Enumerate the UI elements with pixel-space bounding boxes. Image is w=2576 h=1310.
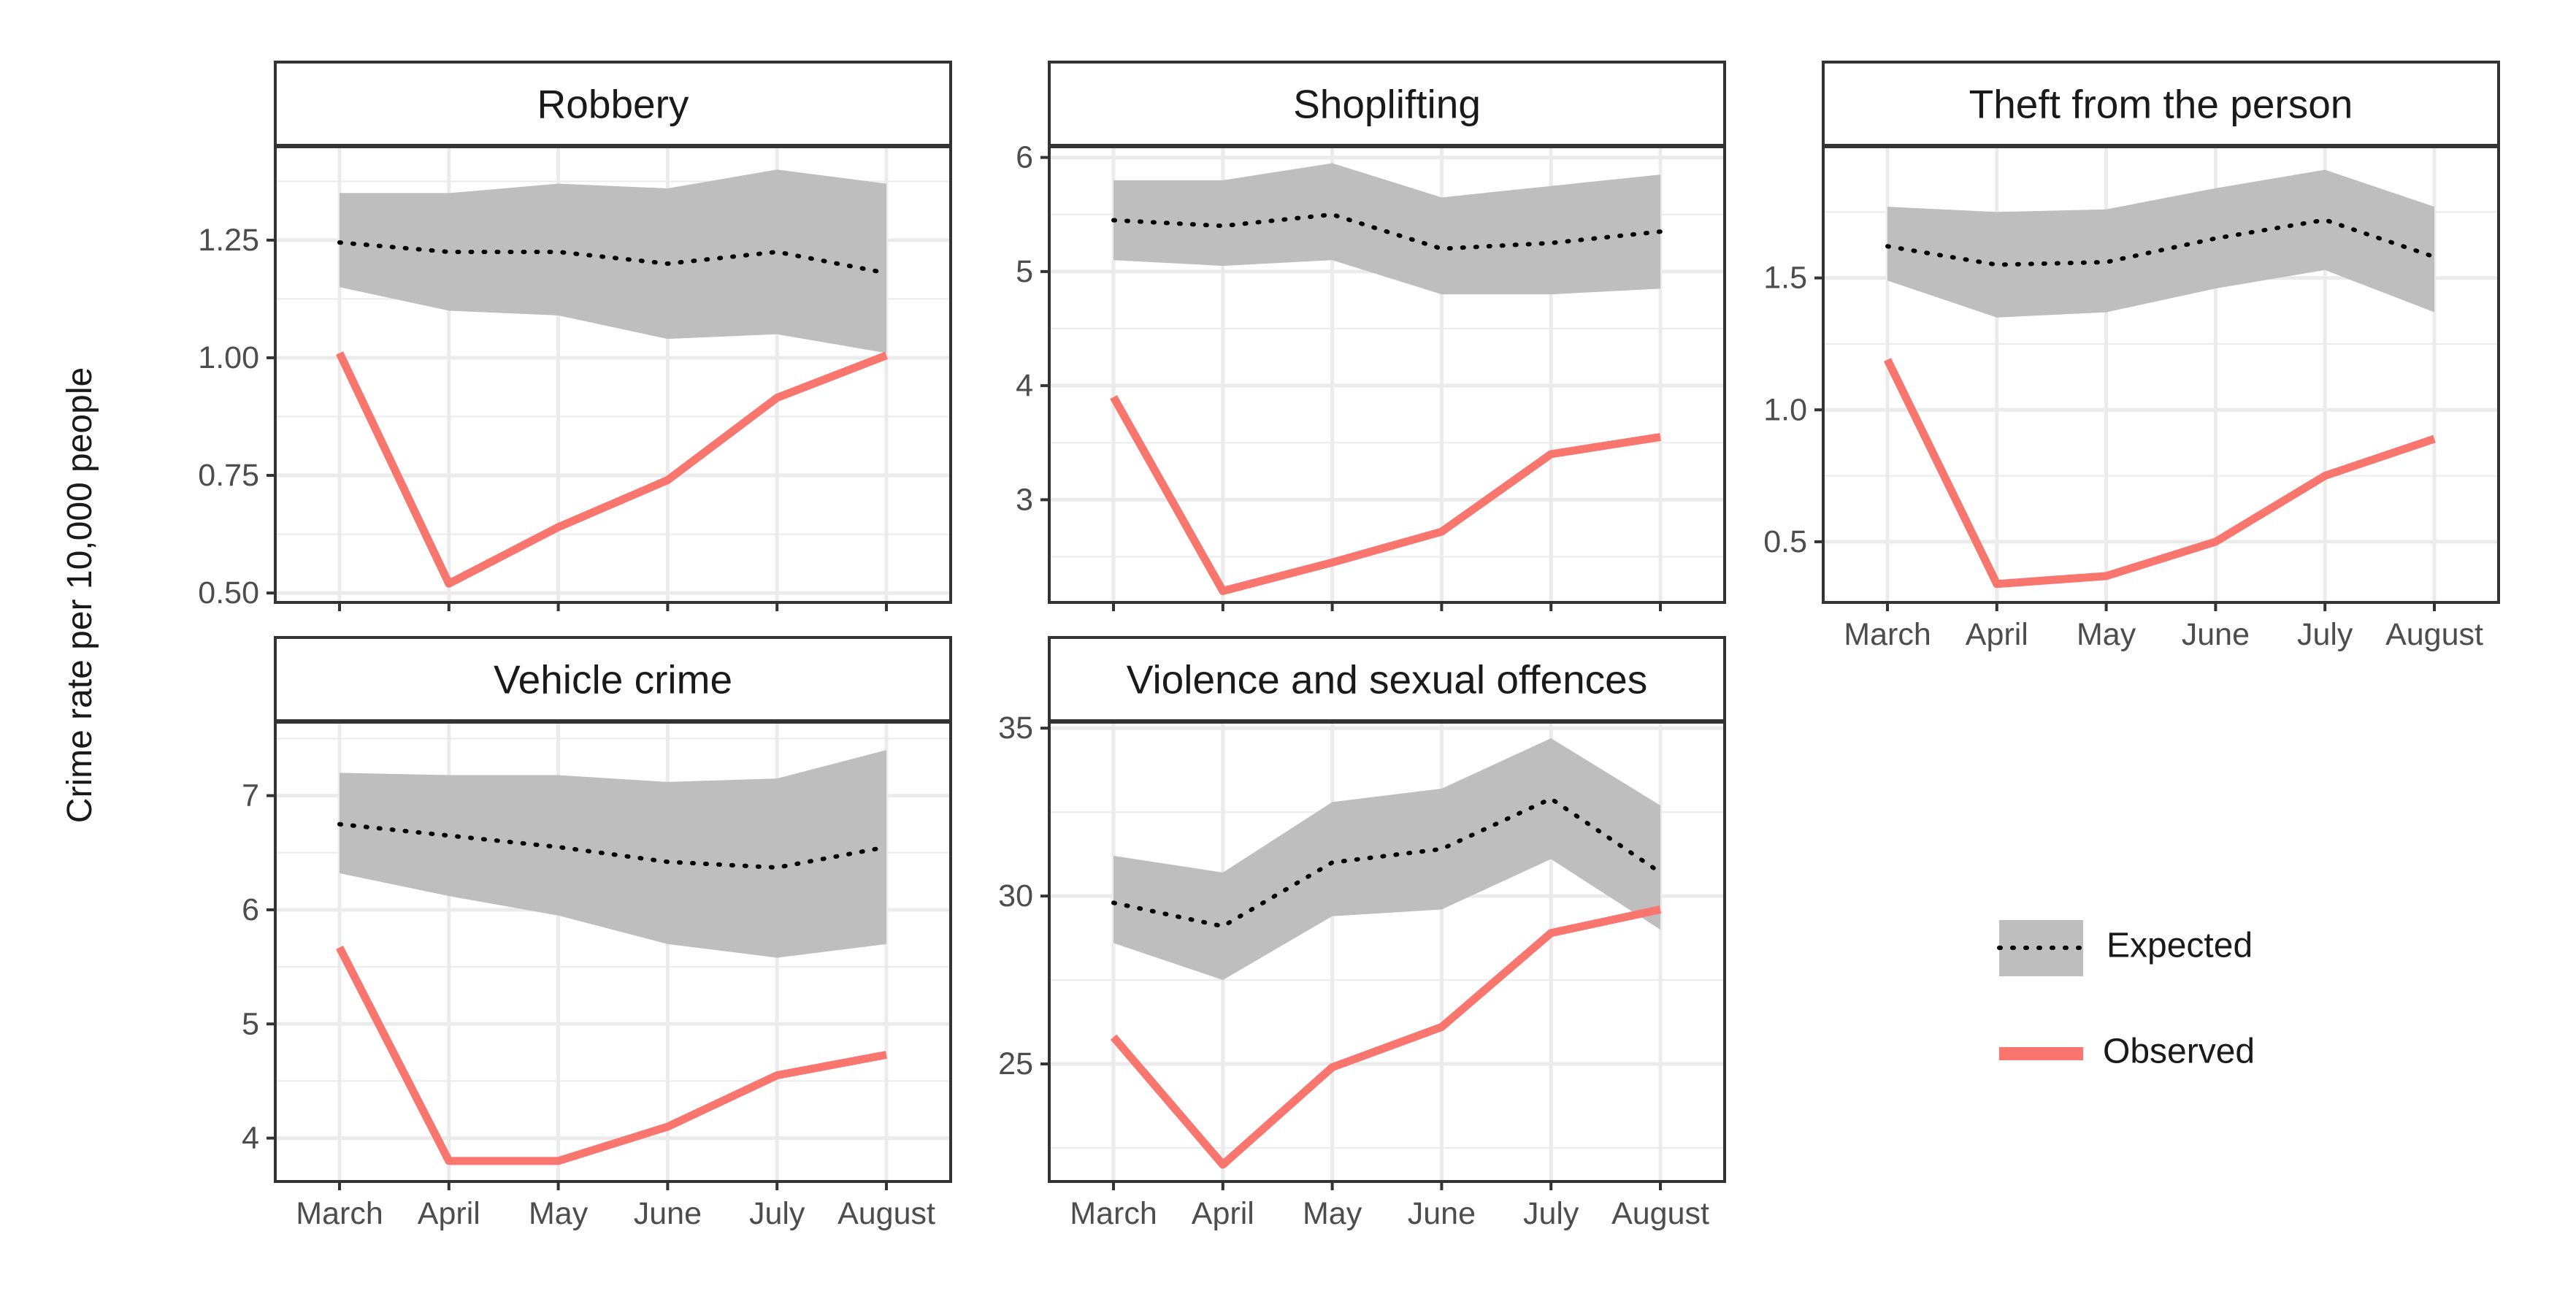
expected-line xyxy=(337,821,889,870)
panel-1: Robbery 0.50 0.75 1.00 1.25 xyxy=(198,61,952,611)
panel-3: Theft from the person 0.5 1.0 1.5 March April… xyxy=(1763,61,2500,652)
y-tick-label: 0.75 xyxy=(198,458,259,493)
legend-label-observed: Observed xyxy=(2103,1033,2255,1071)
y-tick-label: 6 xyxy=(1016,140,1033,175)
panel-strip xyxy=(274,636,952,723)
observed-line xyxy=(1884,358,2436,589)
x-tick-label: May xyxy=(529,1196,589,1231)
observed-line xyxy=(336,351,888,588)
legend: Expected Observed xyxy=(1997,920,2255,1071)
x-tick-label: July xyxy=(2297,617,2353,652)
panel-title: Theft from the person xyxy=(1969,82,2353,127)
observed-line xyxy=(1110,395,1661,595)
x-tick-label: March xyxy=(1844,617,1931,652)
x-tick-label: June xyxy=(2182,617,2250,652)
x-tick-label: June xyxy=(1408,1196,1476,1231)
observed-line xyxy=(1110,905,1662,1169)
y-tick-label: 0.50 xyxy=(198,575,259,610)
expected-line xyxy=(337,240,889,275)
y-axis-title: Crime rate per 10,000 people xyxy=(61,367,99,823)
y-tick-label: 1.25 xyxy=(198,223,259,258)
y-tick-label: 1.00 xyxy=(198,340,259,375)
panel-strip xyxy=(1048,61,1726,148)
y-tick-label: 0.5 xyxy=(1763,524,1807,559)
panel-4: Vehicle crime 4 5 6 7 March April May June July Au… xyxy=(242,636,952,1231)
expected-line xyxy=(1111,796,1663,929)
y-tick-label: 35 xyxy=(998,710,1033,746)
x-tick-label: May xyxy=(1303,1196,1362,1231)
x-tick-label: July xyxy=(749,1196,805,1231)
x-tick-label: April xyxy=(418,1196,480,1231)
panel-2: Shoplifting 3 4 5 6 xyxy=(1016,61,1726,611)
expected-line xyxy=(1885,218,2437,267)
y-tick-label: 5 xyxy=(242,1006,259,1041)
x-tick-label: March xyxy=(296,1196,383,1231)
expected-ribbon xyxy=(340,169,886,353)
panel-title: Robbery xyxy=(537,82,689,127)
x-tick-label: August xyxy=(2385,617,2483,652)
observed-line xyxy=(336,946,888,1165)
expected-line xyxy=(1111,212,1663,251)
y-tick-label: 6 xyxy=(242,892,259,927)
panels: Robbery 0.50 0.75 1.00 1.25 Shoplifting 3 4 5 6 Th… xyxy=(198,61,2500,1231)
panel-title: Violence and sexual offences xyxy=(1127,657,1648,702)
x-tick-label: July xyxy=(1523,1196,1579,1231)
expected-ribbon xyxy=(1113,738,1660,981)
x-tick-label: June xyxy=(634,1196,702,1231)
panel-5: Violence and sexual offences 25 30 35 March A… xyxy=(998,636,1726,1231)
y-tick-label: 4 xyxy=(242,1121,259,1156)
expected-ribbon xyxy=(1887,169,2434,318)
y-tick-label: 30 xyxy=(998,878,1033,913)
y-tick-label: 7 xyxy=(242,778,259,813)
x-tick-label: August xyxy=(837,1196,935,1231)
y-tick-label: 4 xyxy=(1016,368,1033,403)
y-tick-label: 1.0 xyxy=(1763,392,1807,427)
panel-title: Shoplifting xyxy=(1293,82,1481,127)
y-tick-label: 1.5 xyxy=(1763,261,1807,296)
y-tick-label: 5 xyxy=(1016,254,1033,289)
x-tick-label: August xyxy=(1611,1196,1709,1231)
x-tick-label: May xyxy=(2077,617,2136,652)
legend-label-expected: Expected xyxy=(2107,927,2253,965)
x-tick-label: March xyxy=(1070,1196,1157,1231)
y-tick-label: 25 xyxy=(998,1046,1033,1081)
y-tick-label: 3 xyxy=(1016,482,1033,517)
panel-title: Vehicle crime xyxy=(494,657,732,702)
x-tick-label: April xyxy=(1192,1196,1254,1231)
x-tick-label: April xyxy=(1966,617,2028,652)
expected-ribbon xyxy=(1113,163,1660,295)
panel-strip xyxy=(1822,61,2500,148)
